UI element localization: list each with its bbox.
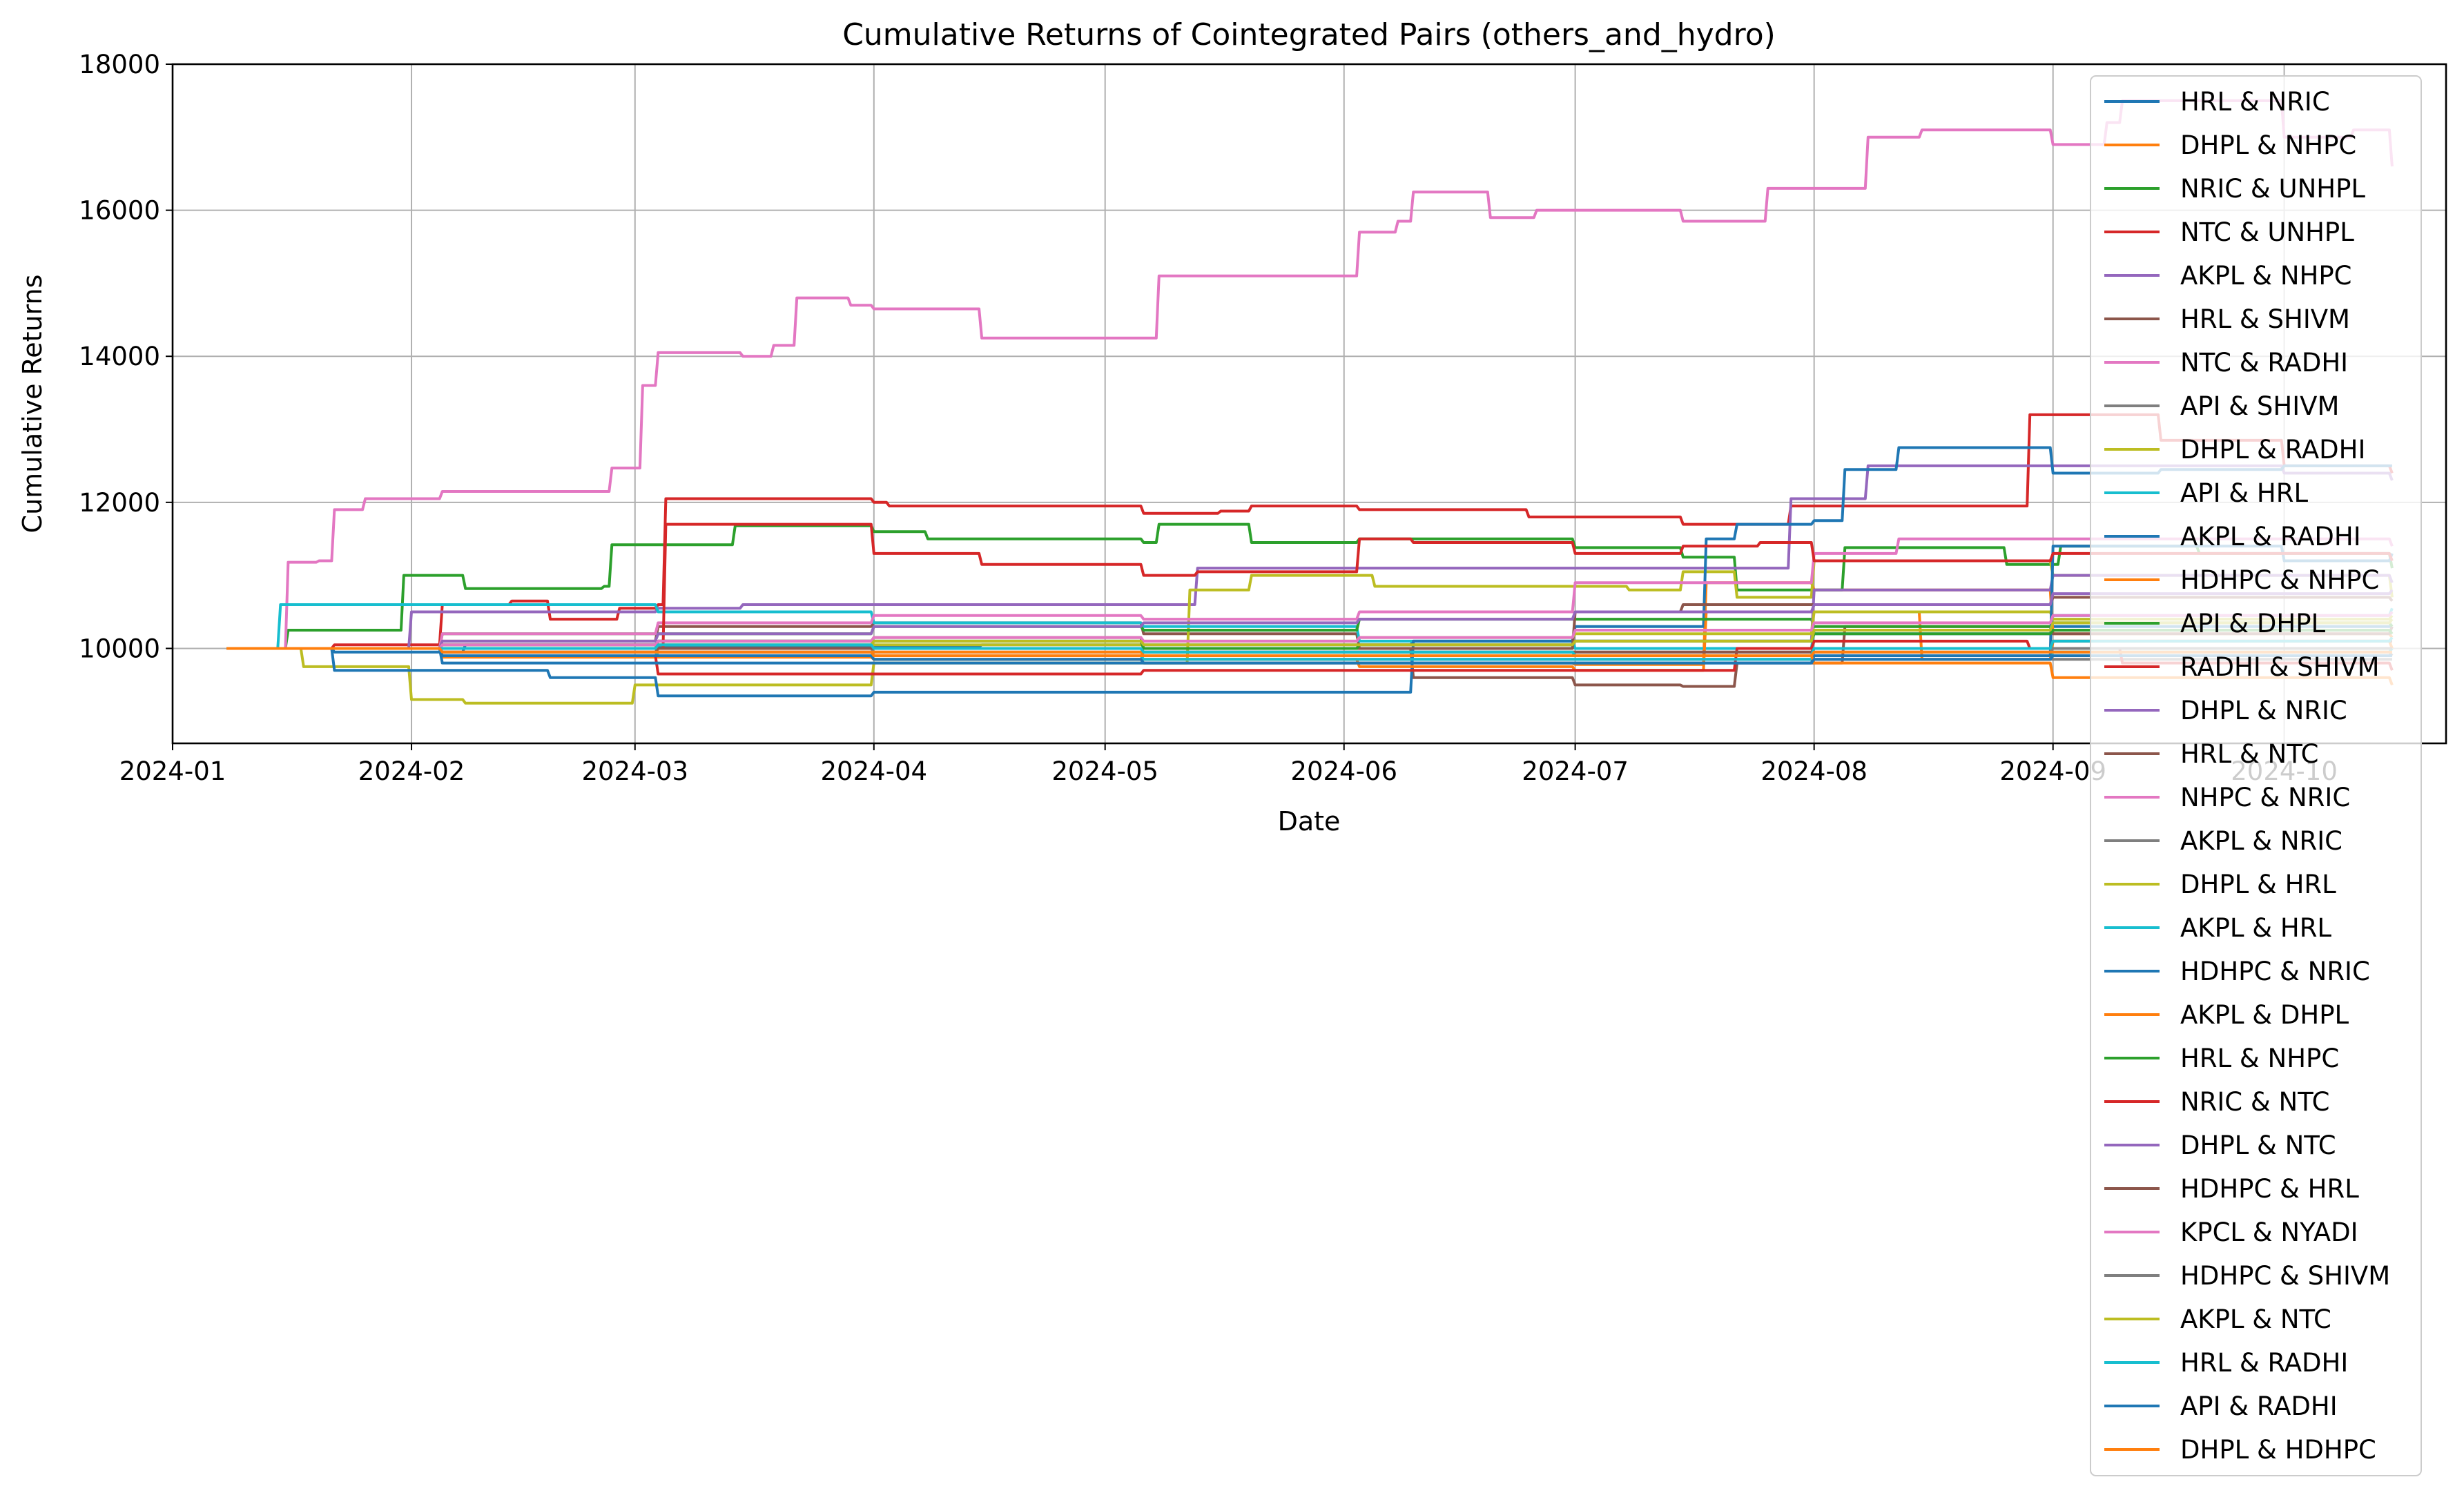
legend-label: DHPL & NHPC bbox=[2180, 130, 2356, 160]
legend-label: HDHPC & NHPC bbox=[2180, 565, 2379, 595]
legend: HRL & NRIC DHPL & NHPC NRIC & UNHPL NTC & U… bbox=[2090, 75, 2422, 1476]
legend-label: HDHPC & NRIC bbox=[2180, 957, 2370, 986]
y-tick-label: 10000 bbox=[79, 634, 160, 663]
legend-label: API & HRL bbox=[2180, 478, 2308, 508]
plot-frame bbox=[171, 63, 2447, 745]
y-tick-label: 16000 bbox=[79, 196, 160, 226]
legend-label: HDHPC & HRL bbox=[2180, 1174, 2359, 1204]
legend-label: HRL & NHPC bbox=[2180, 1044, 2339, 1073]
x-tick-label: 2024-01 bbox=[119, 756, 226, 786]
legend-label: HRL & NTC bbox=[2180, 739, 2318, 769]
series-line bbox=[226, 636, 2394, 657]
legend-label: API & RADHI bbox=[2180, 1391, 2338, 1421]
x-axis-label: Date bbox=[1278, 806, 1341, 837]
legend-label: DHPL & NRIC bbox=[2180, 696, 2347, 725]
legend-label: NRIC & NTC bbox=[2180, 1087, 2329, 1117]
x-tick-label: 2024-05 bbox=[1051, 756, 1158, 786]
axis-ticks: 2024-01 2024-02 2024-03 2024-04 2024-05 2024-… bbox=[79, 50, 2338, 786]
legend-label: HRL & NRIC bbox=[2180, 87, 2330, 117]
legend-label: HDHPC & SHIVM bbox=[2180, 1261, 2390, 1291]
legend-label: AKPL & RADHI bbox=[2180, 522, 2361, 551]
legend-label: AKPL & HRL bbox=[2180, 913, 2331, 943]
legend-label: NHPC & NRIC bbox=[2180, 783, 2350, 812]
y-tick-label: 12000 bbox=[79, 488, 160, 518]
series-line bbox=[226, 589, 2394, 650]
legend-label: NTC & RADHI bbox=[2180, 348, 2348, 378]
legend-label: KPCL & NYADI bbox=[2180, 1218, 2358, 1247]
legend-label: AKPL & NRIC bbox=[2180, 826, 2342, 856]
x-tick-label: 2024-06 bbox=[1290, 756, 1397, 786]
legend-label: HRL & SHIVM bbox=[2180, 304, 2350, 334]
legend-label: API & DHPL bbox=[2180, 609, 2326, 638]
x-tick-label: 2024-03 bbox=[581, 756, 688, 786]
series-line bbox=[226, 611, 2394, 650]
legend-label: DHPL & NTC bbox=[2180, 1131, 2336, 1160]
x-tick-label: 2024-08 bbox=[1760, 756, 1868, 786]
legend-label: NTC & UNHPL bbox=[2180, 217, 2354, 247]
series-line bbox=[226, 522, 2394, 650]
series-line bbox=[226, 559, 2394, 705]
legend-label: DHPL & RADHI bbox=[2180, 435, 2365, 465]
x-tick-label: 2024-07 bbox=[1522, 756, 1629, 786]
x-tick-label: 2024-02 bbox=[358, 756, 465, 786]
series-line bbox=[226, 537, 2394, 650]
x-tick-label: 2024-04 bbox=[821, 756, 928, 786]
chart-title: Cumulative Returns of Cointegrated Pairs… bbox=[842, 17, 1776, 52]
legend-label: HRL & RADHI bbox=[2180, 1348, 2348, 1378]
legend-box bbox=[2090, 75, 2422, 1476]
series-line bbox=[226, 446, 2392, 698]
legend-label: NRIC & UNHPL bbox=[2180, 174, 2365, 204]
legend-label: AKPL & NTC bbox=[2180, 1305, 2331, 1334]
legend-label: API & SHIVM bbox=[2180, 391, 2339, 421]
y-tick-label: 18000 bbox=[79, 50, 160, 79]
y-axis-label: Cumulative Returns bbox=[17, 275, 48, 534]
series-line bbox=[226, 522, 2394, 650]
legend-label: RADHI & SHIVM bbox=[2180, 652, 2380, 682]
legend-label: DHPL & HDHPC bbox=[2180, 1435, 2376, 1465]
series-line bbox=[226, 647, 2392, 657]
y-tick-label: 14000 bbox=[79, 342, 160, 371]
series-line bbox=[226, 647, 2392, 665]
series-line bbox=[226, 99, 2394, 650]
x-tick-label: 2024-09 bbox=[1999, 756, 2106, 786]
legend-label: DHPL & HRL bbox=[2180, 870, 2336, 899]
legend-label: AKPL & DHPL bbox=[2180, 1000, 2349, 1030]
series-line bbox=[226, 413, 2394, 650]
legend-label: AKPL & NHPC bbox=[2180, 261, 2352, 291]
